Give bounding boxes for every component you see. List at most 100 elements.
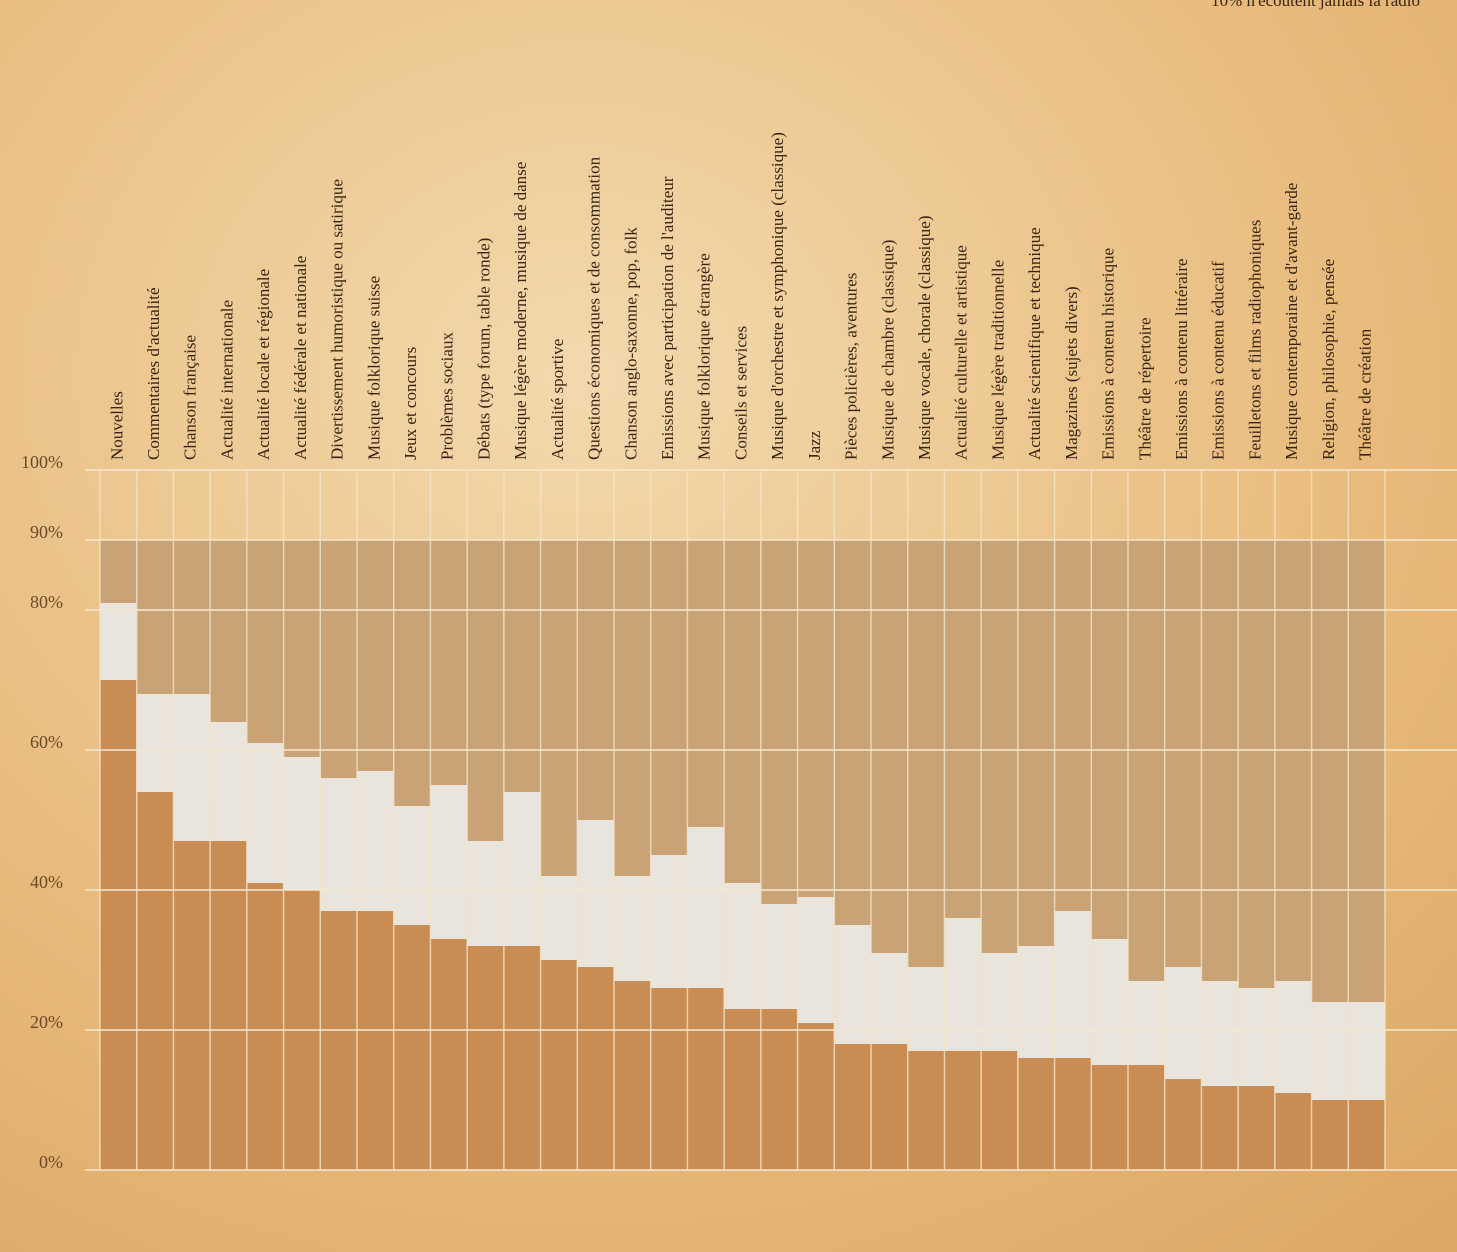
x-tick-label: Religion, philosophie, pensée [1319,259,1338,460]
bar-segment [797,1023,835,1170]
bar-segment [944,918,982,1051]
x-tick-label: Musique légère moderne, musique de danse [511,162,530,460]
bar-segment [1054,1058,1092,1170]
bar-segment [1201,1086,1239,1170]
bar-segment [1128,981,1165,1065]
bar-segment [650,855,688,988]
bar-segment [797,540,835,897]
x-tick-label: Actualité culturelle et artistique [952,245,971,460]
bar-segment [136,694,174,792]
x-tick-label: Musique vocale, chorale (classique) [915,215,934,460]
bar-segment [1164,540,1202,967]
bar-segment [981,953,1018,1051]
bar-segment [760,540,798,904]
bar-segment [1274,981,1312,1093]
bar-segment [577,540,614,820]
x-tick-label: Actualité scientifique et technique [1025,227,1044,460]
x-tick-label: Musique d'orchestre et symphonique (clas… [768,132,787,460]
y-tick-label: 20% [30,1012,63,1032]
bar-segment [724,1009,761,1170]
y-tick-label: 40% [30,872,63,892]
bar-segment [760,1009,798,1170]
bar-segment [393,806,431,925]
bar-segment [834,925,871,1044]
bar-segment [1091,1065,1128,1170]
bar-segment [871,540,908,953]
bar-segment [687,988,725,1170]
bar-segment [393,925,431,1170]
bar-segment [1311,540,1349,1002]
bar-segment [246,743,284,883]
x-tick-label: Musique folklorique suisse [364,276,383,460]
bar-segment [1054,540,1092,911]
annotation: 10% n'écoutent jamais la radio [1211,0,1420,10]
bar-segment [1017,540,1055,946]
bar-segment [1164,967,1202,1079]
bar-segment [503,946,541,1170]
bar-segment [1348,540,1385,1002]
bar-segment [1238,540,1275,988]
x-tick-label: Actualité internationale [217,300,236,460]
bar-segment [210,722,247,841]
bar-segment [1238,988,1275,1086]
bar-segment [1128,540,1165,981]
bar-segment [724,540,761,883]
bar-segment [173,841,211,1170]
bar-segment [503,540,541,792]
bar-segment [871,1044,908,1170]
x-tick-label: Actualité fédérale et nationale [291,256,310,460]
y-tick-label: 0% [39,1152,63,1172]
x-tick-label: Problèmes sociaux [438,332,457,460]
x-tick-label: Chanson française [181,335,200,460]
x-tick-label: Divertissement humoristique ou satirique [328,179,347,460]
bar-segment [283,757,321,890]
bar-segment [467,841,504,946]
bar-segment [650,540,688,855]
bar-segment [981,1051,1018,1170]
bar-segment [1017,1058,1055,1170]
bar-segment [1238,1086,1275,1170]
x-tick-label: Emissions à contenu historique [1099,248,1118,460]
x-tick-label: Jeux et concours [401,347,420,460]
bar-segment [1054,911,1092,1058]
bar-segment [577,967,614,1170]
x-tick-label: Emissions à contenu littéraire [1172,258,1191,460]
bar-segment [1348,1002,1385,1100]
bar-segment [136,540,174,694]
bar-segment [320,540,357,778]
bar-segment [1201,540,1239,981]
x-tick-label: Actualité sportive [548,339,567,460]
bar-segment [944,540,982,918]
bar-segment [283,540,321,757]
bar-segment [1311,1002,1349,1100]
x-tick-label: Théâtre de répertoire [1135,317,1154,460]
bar-segment [760,904,798,1009]
bar-segment [724,883,761,1009]
bar-segment [797,897,835,1023]
bar-segment [467,540,504,841]
x-tick-label: Musique contemporaine et d'avant-garde [1282,183,1301,460]
bar-segment [614,876,651,981]
bar-segment [1091,540,1128,939]
bar-segment [871,953,908,1044]
bar-segment [246,540,284,743]
bar-segment [1311,1100,1349,1170]
x-tick-label: Musique de chambre (classique) [878,240,897,460]
bar-segment [1164,1079,1202,1170]
bar-segment [1348,1100,1385,1170]
bar-segment [136,792,174,1170]
x-tick-label: Pièces policières, aventures [842,273,861,460]
x-tick-label: Commentaires d'actualité [144,287,163,460]
x-tick-label: Actualité locale et régionale [254,269,273,460]
x-tick-label: Jazz [805,430,824,460]
x-tick-label: Emissions à contenu éducatif [1209,261,1228,460]
bar-segment [687,827,725,988]
bar-segment [320,911,357,1170]
bar-segment [687,540,725,827]
bar-segment [100,680,137,1170]
bar-segment [1274,1093,1312,1170]
bar-segment [320,778,357,911]
y-tick-label: 90% [30,522,63,542]
